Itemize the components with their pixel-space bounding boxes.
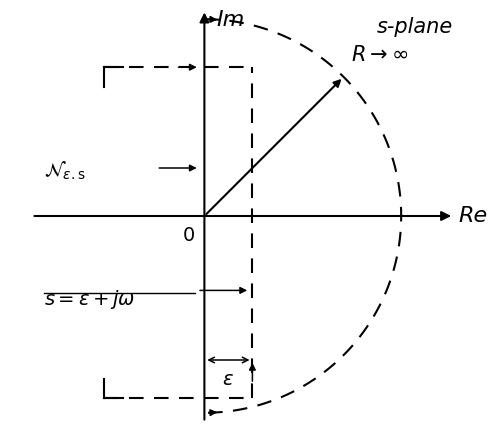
Text: Im: Im [216, 10, 244, 30]
Text: $s = \epsilon + j\omega$: $s = \epsilon + j\omega$ [44, 288, 135, 311]
Text: $\epsilon$: $\epsilon$ [222, 370, 234, 389]
Text: $0$: $0$ [182, 226, 195, 245]
Text: $R \rightarrow \infty$: $R \rightarrow \infty$ [351, 45, 408, 65]
Text: Re: Re [459, 206, 488, 226]
Text: $\mathcal{N}_{\epsilon.\mathrm{s}}$: $\mathcal{N}_{\epsilon.\mathrm{s}}$ [44, 160, 86, 182]
Text: s-plane: s-plane [377, 17, 454, 37]
